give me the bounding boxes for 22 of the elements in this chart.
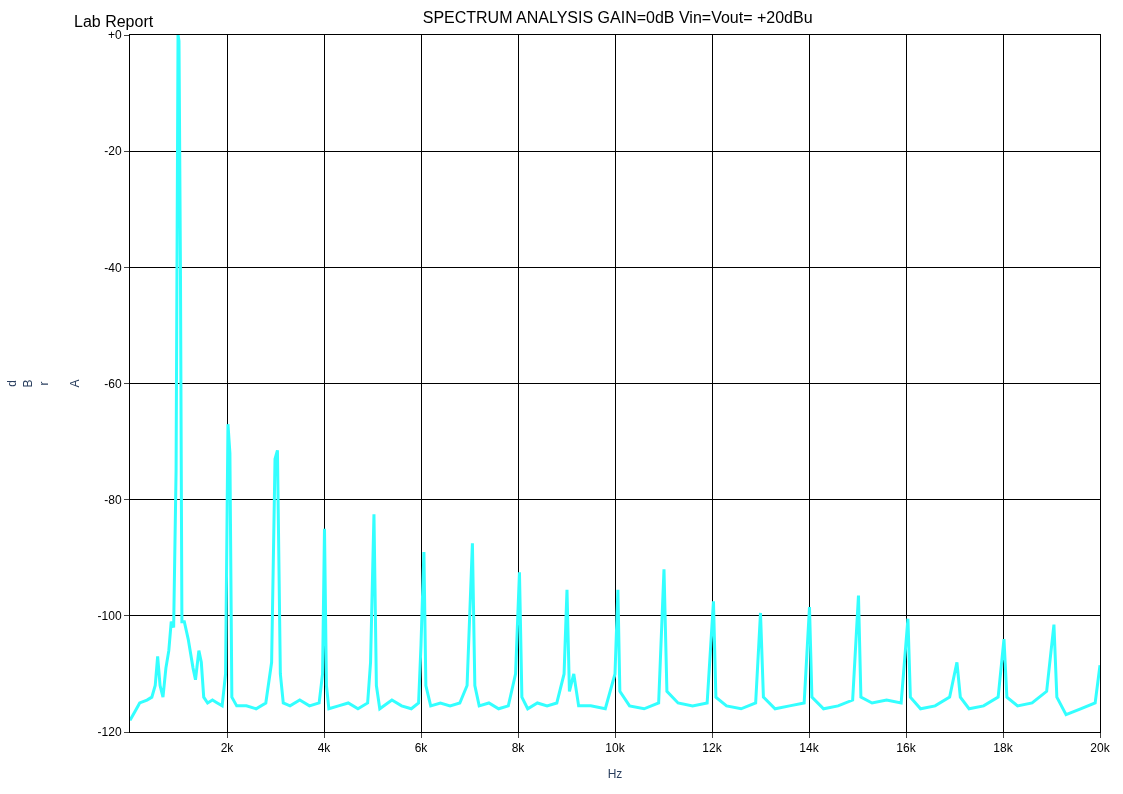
x-tick-label: 14k xyxy=(799,741,820,756)
x-tick-label: 2k xyxy=(220,741,235,756)
y-tick-label: +0 xyxy=(107,28,122,43)
y-tick-label: -60 xyxy=(104,376,122,391)
x-tick-label: 4k xyxy=(317,741,332,756)
y-tick-label: -80 xyxy=(104,492,122,507)
text: dBr A xyxy=(5,379,82,388)
x-tick-label: 6k xyxy=(414,741,429,756)
x-tick-label: 8k xyxy=(511,741,526,756)
x-axis-title: Hz xyxy=(607,767,623,782)
x-tick-label: 18k xyxy=(993,741,1014,756)
y-tick-label: -100 xyxy=(97,609,122,624)
y-tick-label: -20 xyxy=(104,144,122,159)
y-tick-label: -120 xyxy=(97,725,122,740)
line-series xyxy=(130,35,1100,722)
x-tick-label: 20k xyxy=(1090,741,1111,756)
chart-title: SPECTRUM ANALYSIS GAIN=0dB Vin=Vout= +20dBu xyxy=(422,9,813,27)
x-tick-label: 10k xyxy=(605,741,626,756)
x-tick-label: 12k xyxy=(702,741,723,756)
x-tick-label: 16k xyxy=(896,741,917,756)
y-tick-label: -40 xyxy=(104,260,122,275)
text: Lab Report xyxy=(74,13,154,30)
